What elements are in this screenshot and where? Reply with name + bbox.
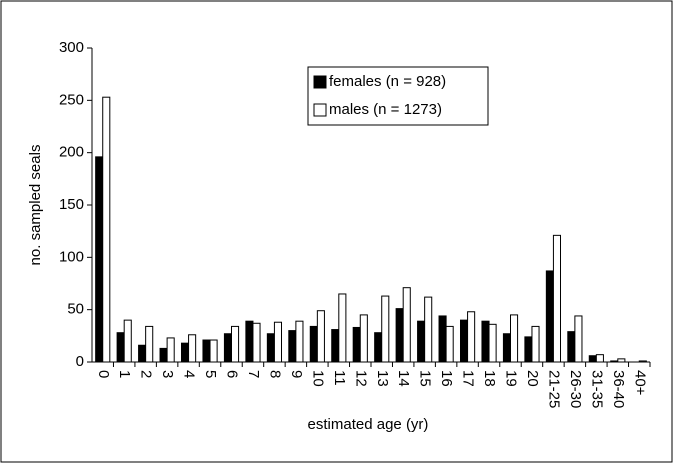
bar	[574, 315, 583, 363]
bar	[552, 234, 562, 363]
bar	[459, 319, 469, 363]
bar	[231, 325, 240, 363]
bar	[595, 354, 604, 363]
bar	[359, 314, 368, 363]
x-tick-label: 21-25	[545, 370, 562, 408]
x-tick-label: 3	[159, 370, 176, 378]
legend-label: females (n = 928)	[329, 73, 446, 90]
bar	[481, 320, 490, 363]
x-axis-title: estimated age (yr)	[308, 416, 429, 433]
bar	[202, 339, 211, 363]
x-tick-label: 13	[374, 370, 391, 387]
bar	[309, 325, 318, 363]
bar	[352, 326, 361, 363]
x-tick-label: 1	[116, 370, 133, 378]
bar	[395, 308, 404, 363]
bar	[138, 344, 147, 363]
x-tick-label: 4	[181, 370, 198, 378]
bar	[531, 325, 540, 363]
bar	[467, 311, 476, 363]
y-tick-label: 300	[59, 39, 84, 56]
bar	[588, 355, 597, 363]
legend-label: males (n = 1273)	[329, 101, 442, 118]
bar	[159, 347, 168, 363]
y-tick-label: 0	[76, 353, 84, 370]
x-tick-label: 17	[460, 370, 477, 387]
bar	[209, 339, 218, 363]
x-tick-label: 9	[288, 370, 305, 378]
bar	[545, 270, 554, 363]
x-tick-label: 20	[524, 370, 541, 387]
bar	[102, 96, 111, 363]
bar	[488, 323, 497, 363]
bar	[338, 293, 347, 363]
bar	[445, 325, 454, 363]
bar	[610, 360, 619, 363]
bar	[374, 332, 383, 363]
bar	[502, 333, 512, 363]
y-tick-label: 150	[59, 196, 84, 213]
x-tick-label: 6	[224, 370, 241, 378]
x-tick-label: 5	[202, 370, 219, 378]
bar	[273, 321, 283, 363]
x-tick-label: 14	[395, 370, 412, 387]
y-axis-title: no. sampled seals	[27, 145, 44, 266]
bar	[424, 296, 433, 363]
x-tick-label: 7	[245, 370, 262, 378]
bar	[381, 295, 390, 363]
y-tick-label: 200	[59, 144, 84, 161]
x-tick-label: 2	[138, 370, 155, 378]
bar	[295, 320, 304, 363]
bar	[510, 314, 519, 363]
bar	[266, 333, 275, 363]
x-tick-label: 12	[352, 370, 369, 387]
x-tick-label: 8	[266, 370, 283, 378]
x-tick-label: 19	[503, 370, 520, 387]
bar	[245, 320, 254, 363]
x-tick-label: 31-35	[588, 370, 605, 408]
bar	[166, 337, 175, 363]
x-tick-label: 0	[95, 370, 112, 378]
bar	[180, 342, 190, 363]
legend-box	[307, 66, 489, 126]
bar	[223, 333, 233, 363]
bar	[402, 287, 411, 363]
bar	[95, 156, 104, 363]
x-tick-label: 26-30	[567, 370, 584, 408]
bar	[417, 320, 426, 363]
y-tick-label: 250	[59, 91, 84, 108]
x-tick-label: 16	[438, 370, 455, 387]
bar	[252, 322, 261, 363]
bar	[567, 331, 576, 363]
bar	[331, 329, 340, 363]
legend-swatch	[313, 103, 327, 117]
y-tick-label: 100	[59, 248, 84, 265]
bar	[638, 360, 647, 363]
x-tick-label: 36-40	[610, 370, 627, 408]
legend-swatch	[313, 75, 327, 89]
bar	[145, 325, 154, 363]
bar	[116, 332, 125, 363]
bar	[288, 330, 297, 363]
bar	[316, 310, 325, 363]
bar	[123, 319, 132, 363]
bar	[188, 334, 197, 363]
x-tick-label: 15	[417, 370, 434, 387]
y-tick-label: 50	[67, 301, 84, 318]
x-tick-label: 10	[309, 370, 326, 387]
x-tick-label: 18	[481, 370, 498, 387]
bar	[438, 315, 447, 363]
bar	[617, 358, 626, 363]
x-tick-label: 11	[331, 370, 348, 386]
x-tick-label: 40+	[631, 370, 648, 396]
bar	[524, 336, 533, 363]
